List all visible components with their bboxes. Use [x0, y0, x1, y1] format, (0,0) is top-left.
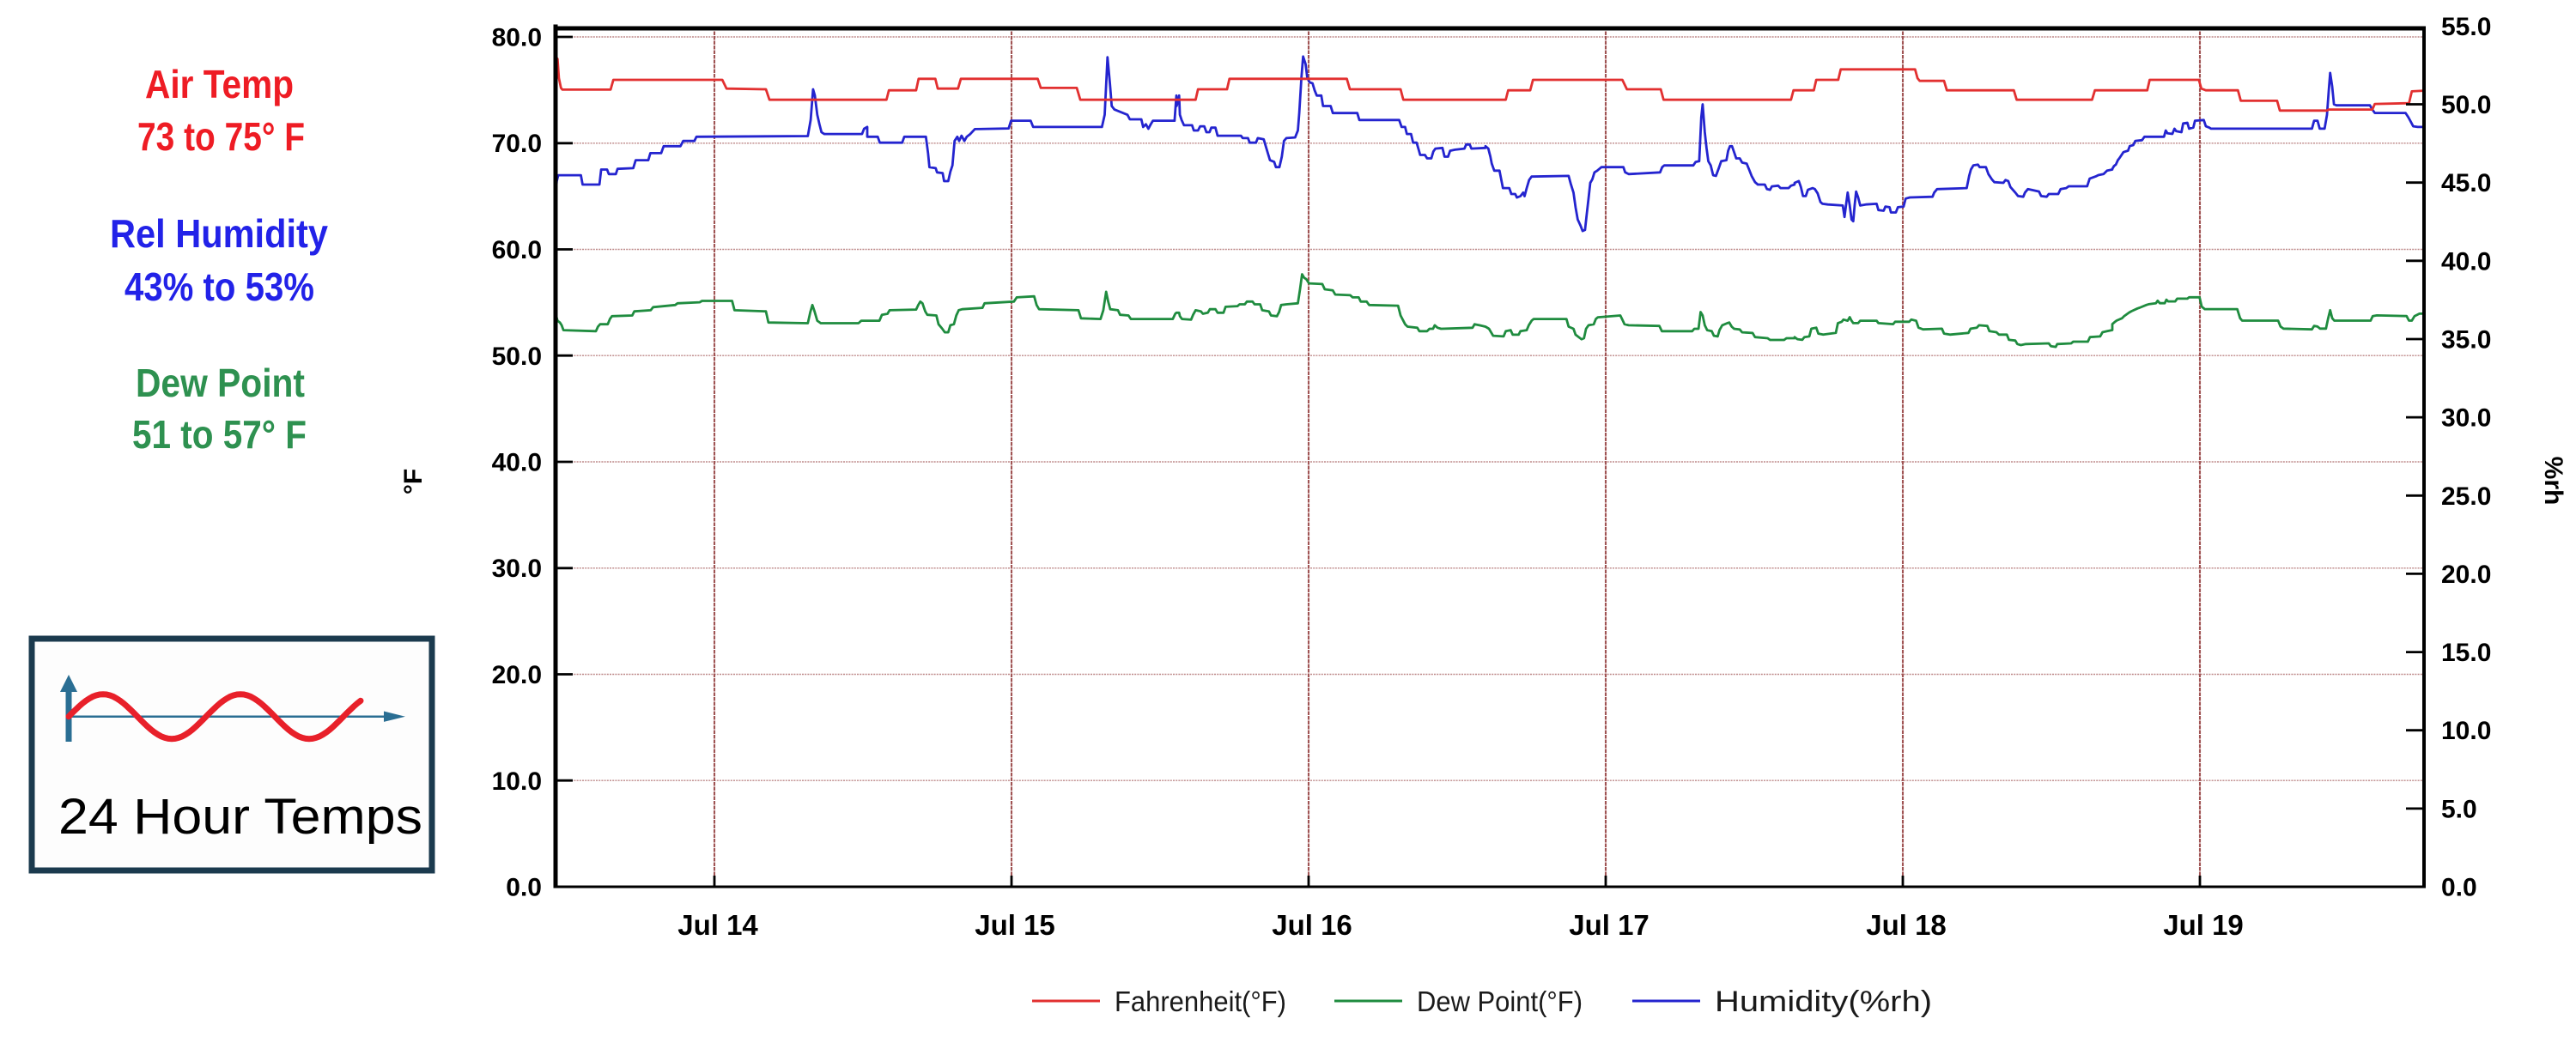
svg-text:43% to 53%: 43% to 53% [125, 264, 314, 309]
svg-text:Jul 18: Jul 18 [1866, 909, 1947, 941]
svg-text:35.0: 35.0 [2441, 326, 2491, 355]
svg-text:Air Temp: Air Temp [145, 62, 294, 106]
svg-text:25.0: 25.0 [2441, 482, 2491, 511]
svg-text:10.0: 10.0 [2441, 717, 2491, 745]
svg-text:Jul 15: Jul 15 [975, 909, 1055, 941]
svg-text:30.0: 30.0 [492, 555, 542, 583]
svg-text:Jul 17: Jul 17 [1569, 909, 1649, 941]
svg-text:%rh: %rh [2539, 457, 2567, 506]
svg-text:Dew Point(°F): Dew Point(°F) [1417, 985, 1583, 1017]
svg-text:51 to 57° F: 51 to 57° F [132, 412, 307, 457]
svg-text:55.0: 55.0 [2441, 13, 2491, 41]
svg-text:30.0: 30.0 [2441, 404, 2491, 433]
svg-text:0.0: 0.0 [2441, 874, 2477, 902]
svg-text:Jul 16: Jul 16 [1272, 909, 1352, 941]
svg-text:°F: °F [399, 469, 428, 494]
svg-text:Fahrenheit(°F): Fahrenheit(°F) [1115, 985, 1286, 1017]
svg-text:40.0: 40.0 [492, 449, 542, 477]
svg-text:20.0: 20.0 [492, 661, 542, 689]
svg-text:80.0: 80.0 [492, 24, 542, 52]
svg-text:60.0: 60.0 [492, 236, 542, 264]
svg-text:Jul 14: Jul 14 [677, 909, 758, 941]
svg-text:50.0: 50.0 [492, 343, 542, 371]
svg-text:20.0: 20.0 [2441, 561, 2491, 589]
svg-text:Jul 19: Jul 19 [2163, 909, 2244, 941]
svg-text:50.0: 50.0 [2441, 91, 2491, 119]
svg-text:45.0: 45.0 [2441, 169, 2491, 197]
svg-text:Dew Point: Dew Point [136, 361, 305, 405]
svg-text:73 to 75° F: 73 to 75° F [137, 114, 305, 159]
svg-text:70.0: 70.0 [492, 130, 542, 158]
svg-text:Humidity(%rh): Humidity(%rh) [1715, 985, 1932, 1018]
svg-text:10.0: 10.0 [492, 767, 542, 796]
svg-text:Rel Humidity: Rel Humidity [110, 211, 328, 256]
svg-text:40.0: 40.0 [2441, 247, 2491, 276]
svg-text:0.0: 0.0 [506, 874, 542, 902]
svg-text:24 Hour Temps: 24 Hour Temps [58, 789, 422, 845]
svg-text:5.0: 5.0 [2441, 795, 2477, 823]
svg-text:15.0: 15.0 [2441, 639, 2491, 667]
